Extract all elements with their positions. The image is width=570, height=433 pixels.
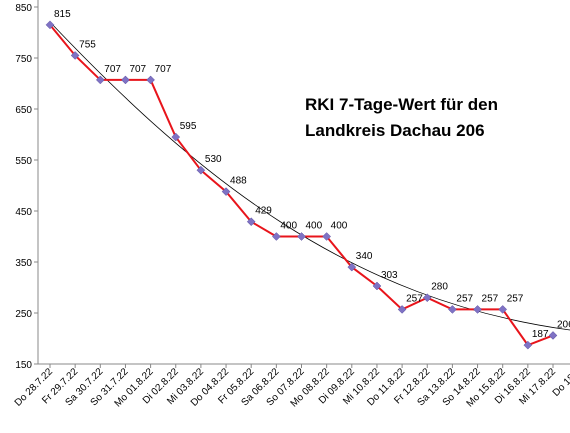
marker [448,305,457,314]
marker [146,75,155,85]
marker [322,232,332,241]
marker [372,281,382,291]
data-label: 488 [230,176,247,187]
data-label: 400 [280,221,297,232]
data-label: 340 [356,251,373,262]
marker [196,165,206,175]
y-tick-label: 350 [15,258,32,269]
series-line [49,24,554,347]
data-label: 707 [155,64,172,75]
marker [45,20,55,30]
marker [70,51,80,60]
chart-title: RKI 7-Tage-Wert für den [305,95,498,114]
marker [548,331,558,340]
marker [297,232,306,241]
marker [347,262,357,272]
chart-title: Landkreis Dachau 206 [305,121,485,140]
data-label: 707 [129,64,146,75]
marker [246,217,256,227]
data-label: 303 [381,270,398,281]
data-label: 755 [79,39,96,50]
marker [271,232,281,241]
y-tick-label: 250 [15,309,32,320]
data-label: 815 [54,9,71,20]
marker [523,340,533,350]
data-label: 595 [180,121,197,132]
data-label: 257 [482,293,499,304]
y-tick-label: 150 [15,360,32,371]
y-tick-label: 850 [15,3,32,14]
data-label: 187 [532,329,549,340]
marker [121,75,130,85]
y-tick-label: 550 [15,156,32,167]
marker [95,75,105,85]
data-label: 206 [557,319,570,330]
marker [498,305,508,314]
data-label: 257 [507,293,524,304]
marker [473,305,482,314]
data-label: 280 [431,282,448,293]
marker [221,187,231,196]
y-tick-label: 450 [15,207,32,218]
marker [422,293,432,303]
trendline [49,21,570,331]
y-tick-label: 650 [15,105,32,116]
marker [171,132,181,142]
data-label: 400 [306,221,323,232]
data-label: 257 [406,293,423,304]
data-label: 400 [331,221,348,232]
data-label: 257 [456,293,473,304]
data-label: 707 [104,64,121,75]
data-label: 429 [255,206,272,217]
data-label: 530 [205,154,222,165]
y-tick-label: 750 [15,54,32,65]
marker [397,305,407,314]
